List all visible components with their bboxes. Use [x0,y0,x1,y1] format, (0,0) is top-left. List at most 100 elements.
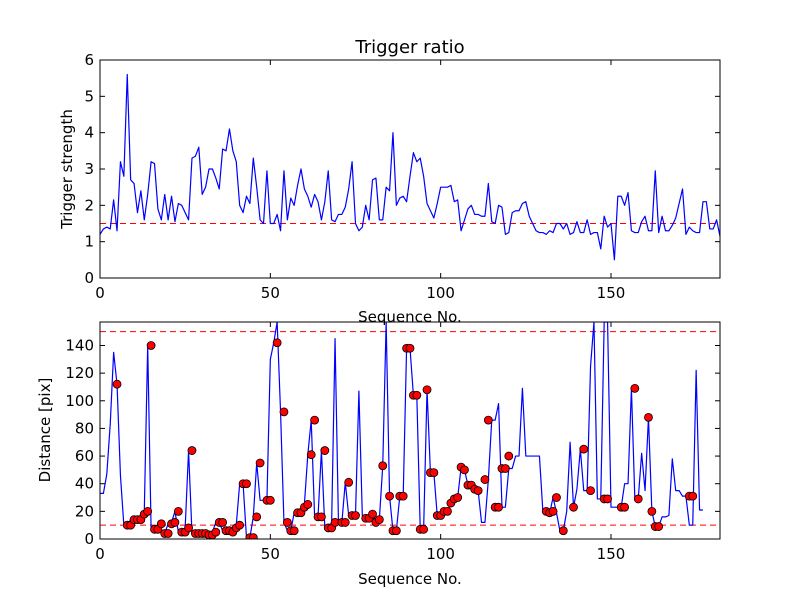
distance-data-point [272,338,282,348]
distance-y-tick-label: 140 [65,336,94,354]
distance-data-point [405,343,415,353]
trigger-plot-area [100,73,720,261]
trigger-axis-ticks: 0 50 100 150 0 1 2 3 4 5 6 [84,51,720,302]
trigger-ratio-panel: Trigger ratio 0 50 100 150 0 1 2 3 4 5 6 Sequence … [58,37,721,326]
distance-data-point [173,506,183,516]
trigger-x-tick-label: 100 [426,284,455,302]
trigger-x-tick-label: 50 [261,284,280,302]
distance-x-tick-label: 100 [426,545,455,563]
distance-data-point [289,526,299,536]
trigger-y-tick-label: 3 [84,160,94,178]
distance-data-point [235,520,245,530]
distance-data-point [419,524,429,534]
distance-clipped-marks [100,322,720,539]
distance-data-point [586,486,595,496]
distance-data-point [504,451,514,461]
distance-data-point [146,341,156,350]
trigger-y-tick-label: 0 [84,269,94,287]
distance-axes-frame [99,321,721,540]
distance-x-tick-label: 0 [95,545,105,563]
trigger-x-tick-label: 0 [95,284,105,302]
distance-y-tick-label: 20 [75,502,94,520]
distance-data-point [552,493,561,502]
distance-x-axis-label: Sequence No. [358,570,462,588]
distance-data-point [374,515,384,525]
distance-data-point [654,522,664,531]
distance-plot-area [100,322,720,539]
trigger-y-tick-label: 5 [84,87,94,105]
distance-data-point [306,450,316,460]
distance-data-point [248,533,258,539]
trigger-x-axis-label: Sequence No. [358,308,462,326]
distance-data-point [500,464,510,473]
distance-data-point [453,493,463,502]
distance-data-point [494,502,503,512]
distance-panel: 0 50 100 150 0 20 40 60 80 100 120 140 Sequence No.… [36,321,721,588]
distance-data-point [156,519,166,529]
distance-data-point [351,511,360,520]
distance-data-point [187,446,197,455]
trigger-y-tick-label: 1 [84,233,94,251]
distance-data-point [483,415,493,425]
distance-data-point [558,526,568,536]
distance-data-point [170,518,180,527]
distance-data-point [385,491,394,501]
distance-data-point [647,506,657,516]
distance-data-point [279,407,289,417]
distance-data-point [320,446,330,455]
trigger-clipped-marks [100,73,720,261]
distance-y-tick-label: 80 [75,419,94,437]
distance-x-tick-label: 50 [261,545,280,563]
distance-data-point [644,412,653,422]
distance-y-tick-label: 60 [75,447,94,465]
distance-data-point [112,379,122,389]
distance-data-point [480,475,490,484]
distance-data-point [422,385,432,395]
distance-data-point [603,494,612,504]
distance-data-point [412,390,422,400]
distance-data-point [255,458,265,468]
distance-data-point [630,383,640,393]
distance-data-point [184,523,193,533]
trigger-y-axis-label: Trigger strength [58,109,76,230]
distance-data-point [218,518,228,527]
distance-data-point [378,461,388,471]
distance-y-tick-label: 120 [65,364,94,382]
distance-data-point [398,491,408,501]
chart-title: Trigger ratio [354,37,464,58]
distance-data-point [163,529,173,538]
distance-data-point [310,415,320,425]
distance-data-point [633,494,643,504]
distance-data-point [344,477,354,487]
distance-data-point [473,486,483,496]
distance-y-tick-label: 100 [65,392,94,410]
distance-data-point [282,518,292,527]
distance-data-point [688,491,698,501]
distance-data-point [569,502,578,512]
distance-data-point [143,506,153,516]
distance-y-axis-label: Distance [pix] [36,378,54,483]
distance-data-point [317,512,326,522]
trigger-y-tick-label: 6 [84,51,94,69]
distance-data-point [252,512,262,522]
distance-y-tick-label: 0 [84,530,94,548]
distance-y-tick-label: 40 [75,475,94,493]
trigger-y-tick-label: 2 [84,196,94,214]
trigger-x-tick-label: 150 [597,284,626,302]
distance-x-tick-label: 150 [597,545,626,563]
distance-data-point [265,495,275,505]
distance-data-point [242,479,251,489]
distance-data-point [303,500,313,509]
distance-data-point [620,502,630,512]
trigger-series-line [100,73,720,261]
trigger-y-tick-label: 4 [84,124,94,142]
distance-data-point [368,509,377,519]
distance-data-point [443,506,452,516]
distance-data-point [211,527,221,537]
distance-data-point [460,465,469,475]
distance-axis-ticks: 0 50 100 150 0 20 40 60 80 100 120 140 [65,322,720,563]
distance-data-point [429,468,439,478]
distance-data-point [340,518,350,527]
